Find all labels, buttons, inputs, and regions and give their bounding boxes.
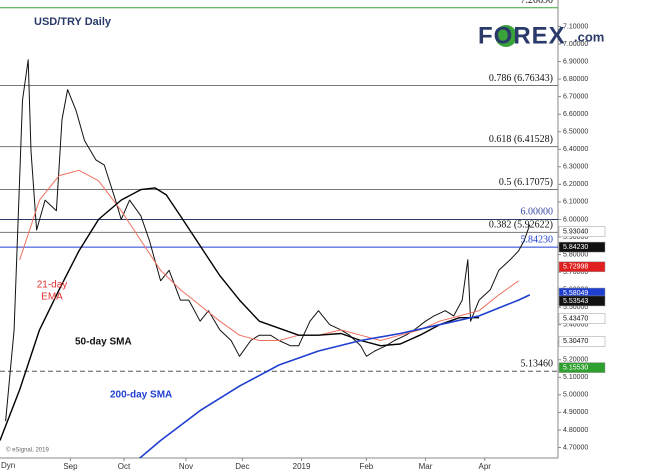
annotation: 200-day SMA xyxy=(110,390,172,401)
price-tag xyxy=(558,295,606,307)
y-tick-label: 6.60000 xyxy=(563,111,588,118)
y-tick-label: 4.80000 xyxy=(563,427,588,434)
price-tag-label: 5.84230 xyxy=(563,244,588,251)
annotation: 21-day xyxy=(37,280,68,291)
x-tick-label: Nov xyxy=(179,462,193,471)
plot-area xyxy=(0,7,558,458)
price-tag xyxy=(558,226,606,237)
x-tick-label: 2019 xyxy=(293,462,311,471)
y-tick-label: 5.40000 xyxy=(563,322,588,329)
level-label: 0.618 (6.41528) xyxy=(489,134,553,145)
y-tick-label: 6.70000 xyxy=(563,93,588,100)
y-tick-label: 6.90000 xyxy=(563,58,588,65)
annotation: 50-day SMA xyxy=(75,337,132,348)
price-line xyxy=(5,59,531,422)
price-tag-label: 5.30470 xyxy=(563,338,588,345)
y-tick-label: 6.10000 xyxy=(563,199,588,206)
y-tick-label: 7.00000 xyxy=(563,41,588,48)
price-tag xyxy=(558,362,606,373)
x-tick-label: Dec xyxy=(235,462,249,471)
y-tick-label: 6.40000 xyxy=(563,146,588,153)
y-tick-label: 6.30000 xyxy=(563,164,588,171)
y-tick-label: 5.20000 xyxy=(563,357,588,364)
x-tick-label: Oct xyxy=(118,462,131,471)
y-tick-label: 7.10000 xyxy=(563,23,588,30)
price-tag xyxy=(558,336,606,347)
y-tick-label: 4.90000 xyxy=(563,409,588,416)
y-tick-label: 6.00000 xyxy=(563,216,588,223)
level-label: 5.13460 xyxy=(521,359,554,370)
x-tick-label: Feb xyxy=(359,462,373,471)
logo-mark xyxy=(495,25,517,47)
level-label: 0.382 (5.92622) xyxy=(489,220,553,231)
price-tag-label: 5.93040 xyxy=(563,228,588,235)
y-tick-label: 4.70000 xyxy=(563,444,588,451)
logo-brand: FOREX xyxy=(478,22,566,49)
y-tick-label: 5.10000 xyxy=(563,374,588,381)
x-tick-label: Sep xyxy=(63,462,78,471)
price-tag xyxy=(558,241,606,253)
level-label: 5.84230 xyxy=(521,234,554,245)
credit: © eSignal, 2019 xyxy=(6,447,49,454)
price-tag-label: 5.53543 xyxy=(563,298,588,305)
x-tick-label: Mar xyxy=(419,462,433,471)
y-tick-label: 5.90000 xyxy=(563,234,588,241)
corner-label: Dyn xyxy=(1,461,15,470)
level-label: 0.5 (6.17075) xyxy=(499,177,553,188)
y-tick-label: 6.50000 xyxy=(563,129,588,136)
y-tick-label: 5.00000 xyxy=(563,392,588,399)
price-line xyxy=(19,169,519,341)
chart-title: USD/TRY Daily xyxy=(34,16,112,28)
price-line xyxy=(0,187,480,441)
y-tick-label: 5.70000 xyxy=(563,269,588,276)
y-tick-label: 6.80000 xyxy=(563,76,588,83)
y-tick-label: 6.20000 xyxy=(563,181,588,188)
level-label: 7.20690 xyxy=(521,0,554,6)
price-tag-label: 5.72998 xyxy=(563,264,588,271)
price-tag-label: 5.58049 xyxy=(563,290,588,297)
y-tick-label: 5.50000 xyxy=(563,304,588,311)
price-tag xyxy=(558,313,606,324)
level-label: 6.00000 xyxy=(521,207,554,218)
x-tick-label: Apr xyxy=(479,462,492,471)
price-tag-label: 5.15530 xyxy=(563,364,588,371)
price-tag-label: 5.43470 xyxy=(563,315,588,322)
price-line xyxy=(138,294,531,458)
level-label: 0.786 (6.76343) xyxy=(489,73,553,84)
y-tick-label: 5.80000 xyxy=(563,251,588,258)
annotation: EMA xyxy=(41,292,63,303)
logo-suffix: .com xyxy=(574,29,604,44)
price-tag xyxy=(558,261,606,273)
